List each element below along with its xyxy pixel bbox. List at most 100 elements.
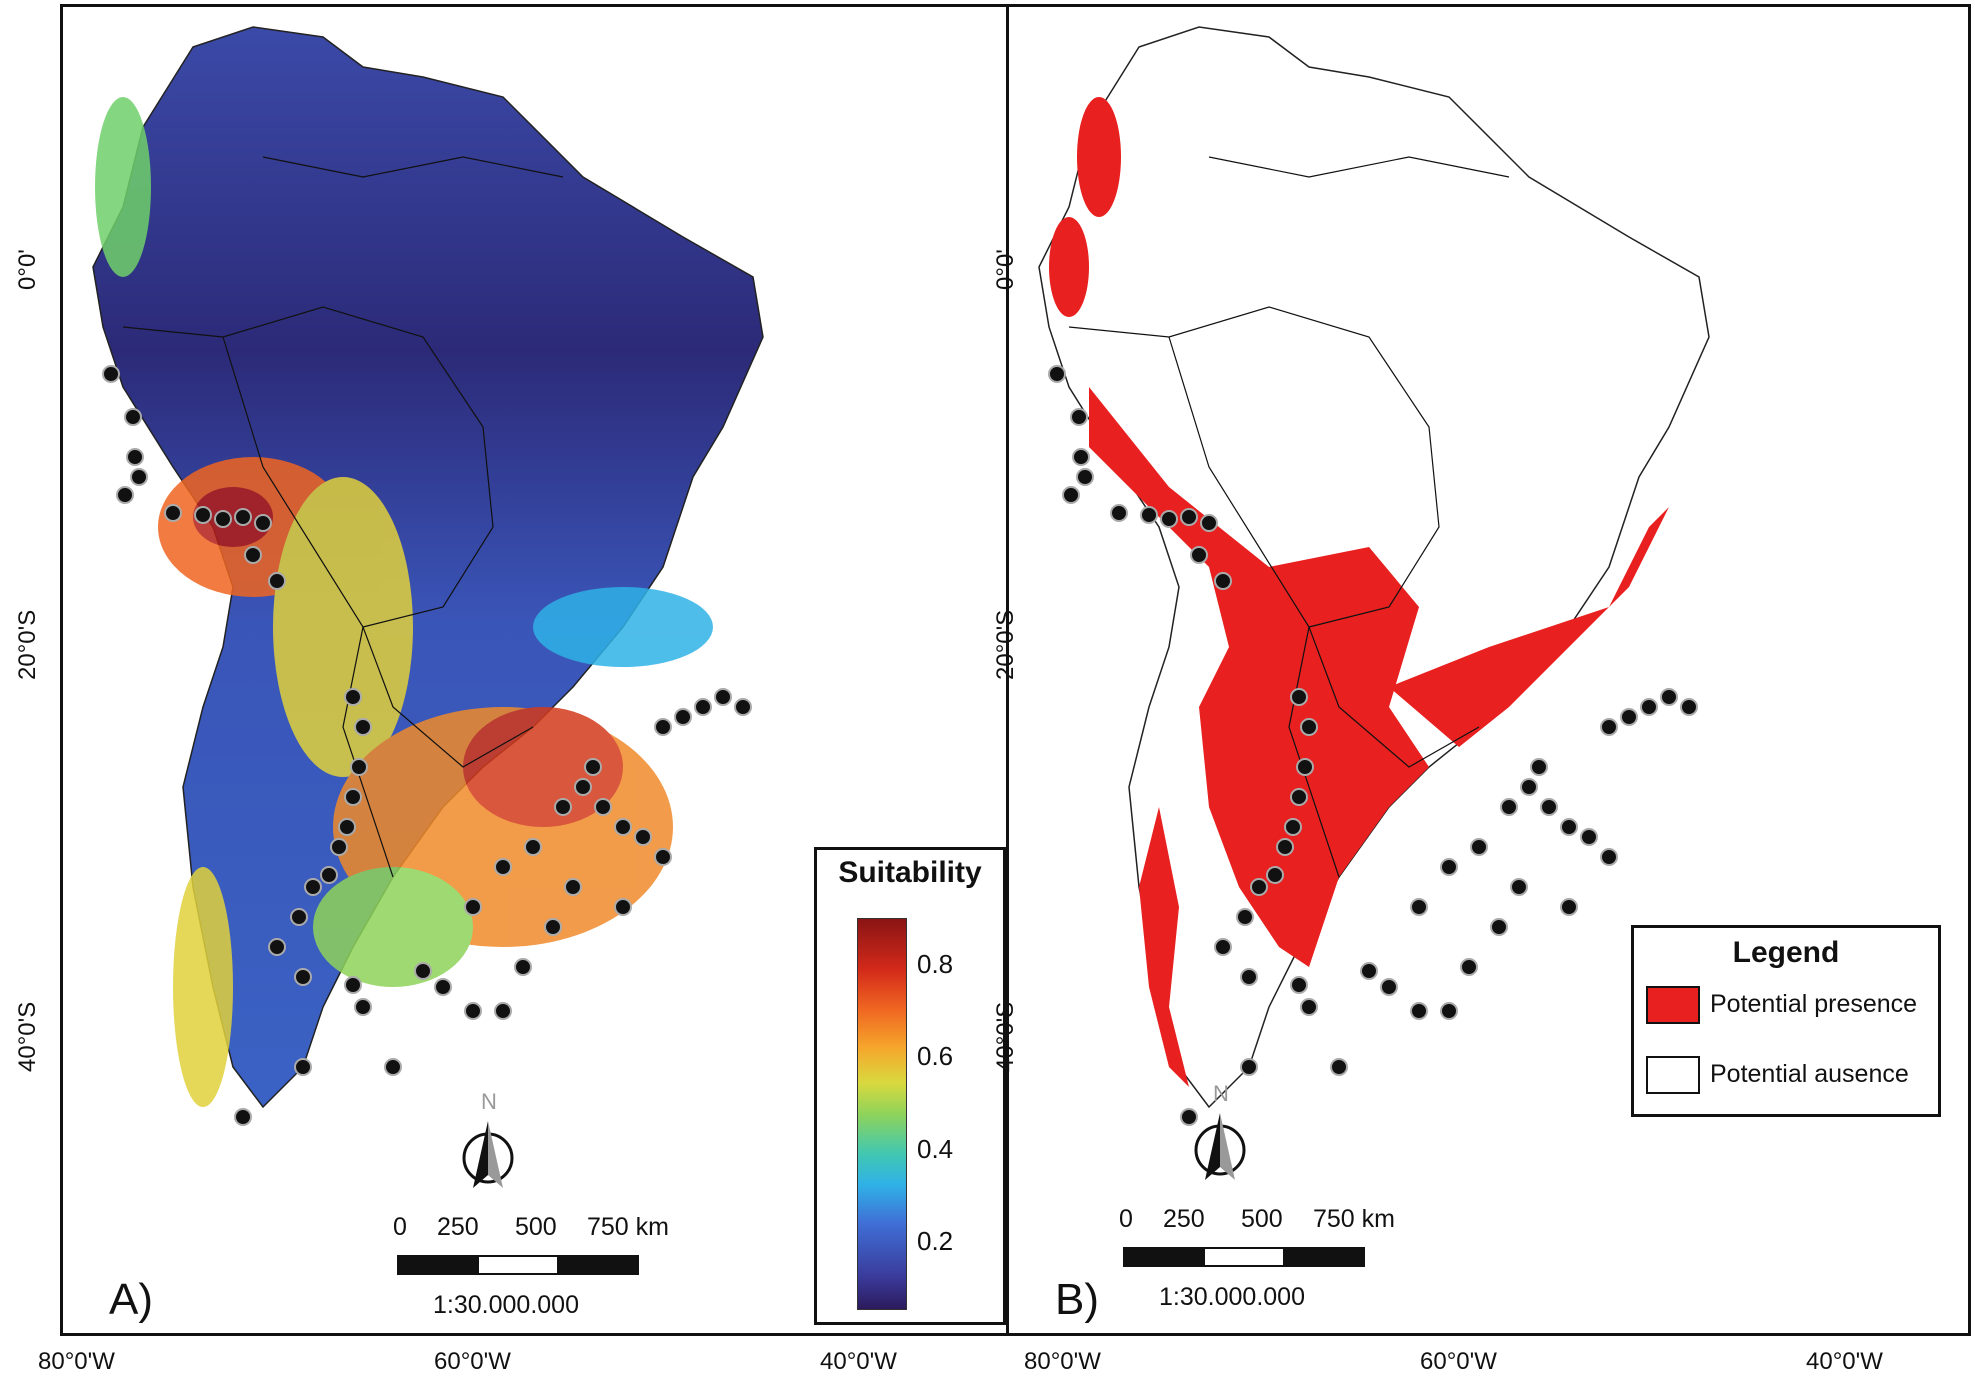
x-tick-40w: 40°0'W (1806, 1348, 1883, 1375)
panel-label: A) (109, 1275, 153, 1324)
presence-label: Potential presence (1710, 990, 1918, 1018)
occurrence-point (1200, 514, 1218, 532)
occurrence-point (1560, 818, 1578, 836)
occurrence-points (1048, 365, 1698, 1126)
occurrence-point (1266, 866, 1284, 884)
occurrence-point (1510, 878, 1528, 896)
y-tick-40s: 40°0'S (14, 1001, 41, 1072)
panel-presence-map: Legend Potential presence Potential ause… (1006, 4, 1971, 1336)
occurrence-point (584, 758, 602, 776)
occurrence-point (654, 848, 672, 866)
suitability-map (92, 26, 764, 1126)
occurrence-point (1380, 978, 1398, 996)
occurrence-point (294, 1058, 312, 1076)
occurrence-point (1190, 546, 1208, 564)
occurrence-point (1236, 908, 1254, 926)
occurrence-point (674, 708, 692, 726)
occurrence-point (338, 818, 356, 836)
occurrence-point (1460, 958, 1478, 976)
occurrence-point (126, 448, 144, 466)
occurrence-point (1600, 848, 1618, 866)
north-arrow-icon: N (1185, 1081, 1255, 1195)
scale-segment (1123, 1247, 1205, 1267)
scale-bar: 0 250 500 750 km 1:30.000.000 (1119, 1205, 1419, 1333)
occurrence-point (1680, 698, 1698, 716)
occurrence-point (290, 908, 308, 926)
absence-swatch (1646, 1056, 1700, 1094)
occurrence-point (524, 838, 542, 856)
colorbar-tick-label: 0.8 (917, 949, 954, 980)
occurrence-point (116, 486, 134, 504)
scale-segment (1203, 1247, 1285, 1267)
occurrence-point (1560, 898, 1578, 916)
occurrence-point (464, 1002, 482, 1020)
occurrence-point (434, 978, 452, 996)
x-tick-80w: 80°0'W (1024, 1348, 1101, 1375)
occurrence-point (734, 698, 752, 716)
occurrence-point (594, 798, 612, 816)
occurrence-point (354, 998, 372, 1016)
scale-label-750: 750 km (1313, 1205, 1395, 1233)
occurrence-point (384, 1058, 402, 1076)
occurrence-point (1160, 510, 1178, 528)
north-label: N (1213, 1081, 1229, 1106)
occurrence-point (1290, 976, 1308, 994)
scale-label-250: 250 (437, 1213, 479, 1241)
occurrence-point (1520, 778, 1538, 796)
occurrence-point (354, 718, 372, 736)
y-tick-0: 0°0' (14, 249, 41, 290)
absence-label: Potential ausence (1710, 1060, 1909, 1088)
occurrence-point (1070, 408, 1088, 426)
presence-areas (1049, 97, 1669, 1107)
country-borders (122, 156, 564, 878)
occurrence-point (1276, 838, 1294, 856)
scale-segment (1283, 1247, 1365, 1267)
occurrence-point (214, 510, 232, 528)
panel-suitability-map: Suitability 0.8 0.6 0.4 0.2 N 0 250 500 750… (60, 4, 1025, 1336)
occurrence-point (164, 504, 182, 522)
occurrence-point (344, 788, 362, 806)
occurrence-point (350, 758, 368, 776)
occurrence-point (1410, 1002, 1428, 1020)
scale-bar: 0 250 500 750 km 1:30.000.000 (393, 1213, 693, 1333)
scale-label-750: 750 km (587, 1213, 669, 1241)
occurrence-point (344, 976, 362, 994)
scale-ratio: 1:30.000.000 (1159, 1283, 1305, 1311)
occurrence-point (234, 1108, 252, 1126)
suitability-legend: Suitability 0.8 0.6 0.4 0.2 (814, 847, 1006, 1325)
occurrence-point (614, 818, 632, 836)
occurrence-point (464, 898, 482, 916)
occurrence-point (1240, 968, 1258, 986)
occurrence-point (304, 878, 322, 896)
north-arrow-icon: N (453, 1089, 523, 1203)
occurrence-point (714, 688, 732, 706)
occurrence-point (1048, 365, 1066, 383)
occurrence-point (574, 778, 592, 796)
occurrence-point (1660, 688, 1678, 706)
scale-segment (477, 1255, 559, 1275)
occurrence-point (614, 898, 632, 916)
occurrence-point (244, 546, 262, 564)
scale-label-500: 500 (1241, 1205, 1283, 1233)
occurrence-point (1600, 718, 1618, 736)
occurrence-point (494, 1002, 512, 1020)
y-tick-20s: 20°0'S (992, 609, 1019, 680)
scale-label-0: 0 (1119, 1205, 1133, 1233)
occurrence-point (564, 878, 582, 896)
occurrence-point (694, 698, 712, 716)
occurrence-point (1296, 758, 1314, 776)
occurrence-point (1214, 572, 1232, 590)
occurrence-point (330, 838, 348, 856)
occurrence-point (254, 514, 272, 532)
presence-swatch (1646, 986, 1700, 1024)
occurrence-point (1530, 758, 1548, 776)
occurrence-point (1240, 1058, 1258, 1076)
scale-segment (397, 1255, 479, 1275)
presence-map (1038, 26, 1710, 1126)
occurrence-point (634, 828, 652, 846)
occurrence-point (1062, 486, 1080, 504)
occurrence-point (1640, 698, 1658, 716)
y-tick-0: 0°0' (992, 249, 1019, 290)
scale-segment (557, 1255, 639, 1275)
occurrence-point (1110, 504, 1128, 522)
